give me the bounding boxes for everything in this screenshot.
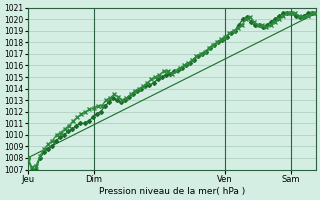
X-axis label: Pression niveau de la mer( hPa ): Pression niveau de la mer( hPa ) [99, 187, 245, 196]
